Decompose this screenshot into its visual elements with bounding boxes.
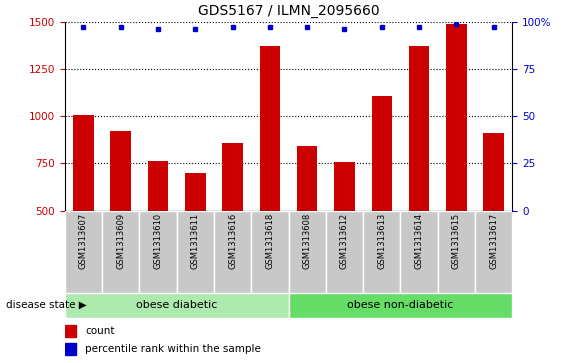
Bar: [372, 96, 392, 305]
Bar: [438, 211, 475, 293]
Text: GSM1313607: GSM1313607: [79, 213, 88, 269]
Bar: [65, 325, 76, 337]
Bar: [363, 211, 400, 293]
Bar: [260, 46, 280, 305]
Bar: [148, 161, 168, 305]
Text: GSM1313615: GSM1313615: [452, 213, 461, 269]
Bar: [214, 211, 251, 293]
Bar: [326, 211, 363, 293]
Text: GSM1313609: GSM1313609: [116, 213, 125, 269]
Text: GSM1313616: GSM1313616: [228, 213, 237, 269]
Bar: [288, 211, 326, 293]
Text: GSM1313608: GSM1313608: [303, 213, 312, 269]
Text: obese diabetic: obese diabetic: [136, 300, 217, 310]
Bar: [400, 211, 437, 293]
Text: GSM1313610: GSM1313610: [154, 213, 163, 269]
Text: obese non-diabetic: obese non-diabetic: [347, 300, 454, 310]
Text: GSM1313611: GSM1313611: [191, 213, 200, 269]
Bar: [222, 143, 243, 305]
Text: GSM1313613: GSM1313613: [377, 213, 386, 269]
Bar: [288, 293, 512, 318]
Bar: [139, 211, 177, 293]
Bar: [65, 293, 288, 318]
Text: count: count: [85, 326, 114, 337]
Text: GSM1313618: GSM1313618: [265, 213, 274, 269]
Bar: [446, 24, 467, 305]
Bar: [177, 211, 214, 293]
Text: GSM1313617: GSM1313617: [489, 213, 498, 269]
Bar: [297, 146, 318, 305]
Text: GSM1313614: GSM1313614: [414, 213, 423, 269]
Bar: [102, 211, 139, 293]
Bar: [409, 46, 430, 305]
Bar: [185, 173, 205, 305]
Text: percentile rank within the sample: percentile rank within the sample: [85, 344, 261, 354]
Title: GDS5167 / ILMN_2095660: GDS5167 / ILMN_2095660: [198, 4, 379, 18]
Bar: [73, 115, 93, 305]
Bar: [484, 133, 504, 305]
Bar: [65, 211, 102, 293]
Text: GSM1313612: GSM1313612: [340, 213, 349, 269]
Text: disease state ▶: disease state ▶: [6, 300, 86, 310]
Bar: [475, 211, 512, 293]
Bar: [65, 343, 76, 355]
Bar: [334, 162, 355, 305]
Bar: [110, 131, 131, 305]
Bar: [251, 211, 288, 293]
